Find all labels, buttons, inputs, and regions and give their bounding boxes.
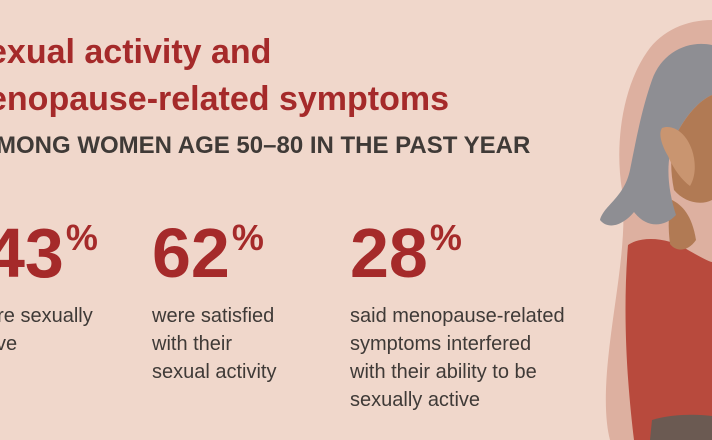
stat-unit: % [231, 217, 264, 258]
top-garment [625, 238, 712, 440]
stat-value: 43% [0, 218, 98, 288]
stat-value: 28% [350, 218, 565, 288]
stat-satisfied: 62% were satisfied with their sexual act… [152, 218, 277, 386]
hair [600, 43, 712, 226]
hand [660, 126, 695, 186]
stat-sexually-active: 43% ere sexually tive [0, 218, 98, 358]
stat-unit: % [65, 217, 98, 258]
lower-garment [650, 414, 712, 440]
stat-number: 62 [152, 214, 230, 292]
woman-illustration-icon [600, 20, 712, 440]
stat-unit: % [429, 217, 462, 258]
stat-number: 28 [350, 214, 428, 292]
stat-description: said menopause-related symptoms interfer… [350, 305, 565, 411]
stat-description: ere sexually tive [0, 305, 93, 355]
title-line-2: enopause-related symptoms [0, 80, 450, 118]
stat-description: were satisfied with their sexual activit… [152, 305, 277, 383]
stat-value: 62% [152, 218, 277, 288]
stat-symptoms-interfered: 28% said menopause-related symptoms inte… [350, 218, 565, 414]
subtitle: MONG WOMEN AGE 50–80 IN THE PAST YEAR [0, 132, 531, 159]
title-line-1: exual activity and [0, 33, 272, 71]
stat-number: 43 [0, 214, 64, 292]
neck [668, 200, 696, 250]
